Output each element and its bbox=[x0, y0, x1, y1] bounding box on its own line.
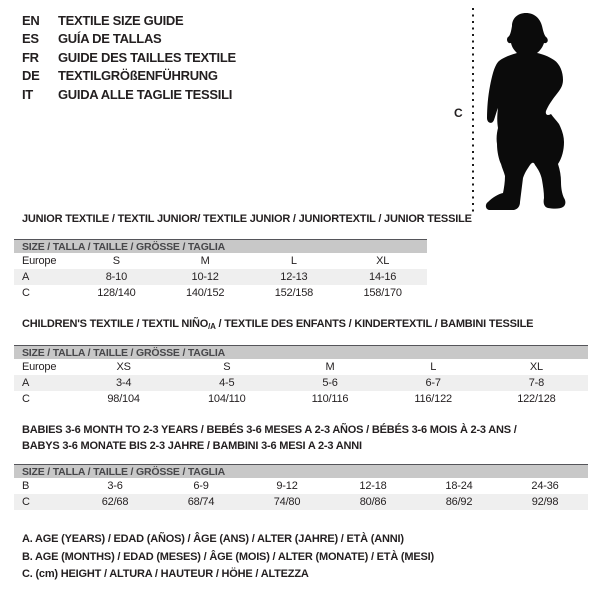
measure-c-label: C bbox=[454, 106, 463, 120]
size-cell: XL bbox=[376, 255, 390, 267]
babies-size-table: SIZE / TALLA / TAILLE / GRÖSSE / TAGLIA … bbox=[14, 464, 588, 510]
guide-title-de: TEXTILGRÖßENFÜHRUNG bbox=[58, 68, 218, 84]
row-label: C bbox=[22, 496, 30, 508]
value-cell: 6-7 bbox=[425, 377, 442, 389]
value-cell: 110/116 bbox=[311, 393, 349, 405]
row-label: A bbox=[22, 377, 30, 389]
value-cell: 6-9 bbox=[193, 480, 209, 492]
measurement-legend: A. AGE (YEARS) / EDAD (AÑOS) / ÂGE (ANS)… bbox=[22, 531, 434, 584]
size-header-band: SIZE / TALLA / TAILLE / GRÖSSE / TAGLIA bbox=[14, 239, 427, 253]
size-cell: L bbox=[430, 361, 437, 373]
lang-row-fr: FR GUIDE DES TAILLES TEXTILE bbox=[22, 48, 236, 67]
value-cell: 7-8 bbox=[528, 377, 545, 389]
value-cell: 14-16 bbox=[369, 271, 397, 283]
legend-line-c: C. (cm) HEIGHT / ALTURA / HAUTEUR / HÖHE… bbox=[22, 568, 309, 580]
guide-title-fr: GUIDE DES TAILLES TEXTILE bbox=[58, 49, 236, 65]
lang-row-de: DE TEXTILGRÖßENFÜHRUNG bbox=[22, 67, 236, 86]
value-cell: 140/152 bbox=[185, 287, 225, 299]
value-cell: 4-5 bbox=[219, 377, 235, 389]
table-row-height: C 62/68 68/74 74/80 80/86 86/92 92/98 bbox=[14, 494, 588, 510]
value-cell: 3-4 bbox=[115, 377, 132, 389]
row-label: C bbox=[22, 393, 30, 405]
guide-title-es: GUÍA DE TALLAS bbox=[58, 31, 162, 47]
children-title-part1: CHILDREN'S TEXTILE / TEXTIL NIÑO bbox=[22, 318, 209, 330]
legend-line-b: B. AGE (MONTHS) / EDAD (MESES) / ÂGE (MO… bbox=[22, 550, 434, 563]
value-cell: 9-12 bbox=[276, 480, 298, 492]
size-cell: L bbox=[290, 255, 297, 267]
size-cell: M bbox=[200, 255, 210, 267]
legend-line-a: A. AGE (YEARS) / EDAD (AÑOS) / ÂGE (ANS)… bbox=[22, 533, 404, 545]
value-cell: 152/158 bbox=[274, 287, 314, 299]
size-cell: M bbox=[325, 361, 335, 373]
row-label: Europe bbox=[22, 361, 57, 373]
table-row-age: A 3-4 4-5 5-6 6-7 7-8 bbox=[14, 375, 588, 391]
value-cell: 62/68 bbox=[101, 496, 129, 508]
value-cell: 12-18 bbox=[359, 480, 387, 492]
row-label: C bbox=[22, 287, 30, 299]
children-title-subscript: /A bbox=[208, 322, 216, 331]
babies-title-line2: BABYS 3-6 MONATE BIS 2-3 JAHRE / BAMBINI… bbox=[22, 439, 362, 452]
value-cell: 80/86 bbox=[359, 496, 387, 508]
value-cell: 68/74 bbox=[187, 496, 215, 508]
value-cell: 122/128 bbox=[517, 393, 556, 405]
lang-code: IT bbox=[22, 86, 33, 102]
size-cell: S bbox=[223, 361, 231, 373]
lang-code: FR bbox=[22, 49, 39, 65]
lang-code: ES bbox=[22, 31, 39, 47]
lang-code: EN bbox=[22, 12, 40, 28]
value-cell: 86/92 bbox=[445, 496, 473, 508]
size-cell: S bbox=[112, 255, 120, 267]
value-cell: 24-36 bbox=[531, 480, 559, 492]
language-title-block: EN TEXTILE SIZE GUIDE ES GUÍA DE TALLAS … bbox=[22, 11, 236, 104]
value-cell: 74/80 bbox=[273, 496, 301, 508]
value-cell: 3-6 bbox=[107, 480, 123, 492]
size-header-band: SIZE / TALLA / TAILLE / GRÖSSE / TAGLIA bbox=[14, 345, 588, 359]
value-cell: 10-12 bbox=[191, 271, 219, 283]
row-label: B bbox=[22, 480, 30, 492]
height-measure-dashed-line bbox=[472, 8, 474, 216]
value-cell: 98/104 bbox=[107, 393, 140, 405]
value-cell: 12-13 bbox=[280, 271, 308, 283]
lang-code: DE bbox=[22, 68, 40, 84]
value-cell: 158/170 bbox=[363, 287, 402, 299]
value-cell: 18-24 bbox=[445, 480, 473, 492]
row-label: A bbox=[22, 271, 30, 283]
value-cell: 104/110 bbox=[208, 393, 246, 405]
value-cell: 116/122 bbox=[414, 393, 452, 405]
value-cell: 8-10 bbox=[105, 271, 127, 283]
value-cell: 92/98 bbox=[531, 496, 559, 508]
guide-title-it: GUIDA ALLE TAGLIE TESSILI bbox=[58, 86, 233, 102]
size-cell: XL bbox=[529, 361, 543, 373]
children-size-table: SIZE / TALLA / TAILLE / GRÖSSE / TAGLIA … bbox=[14, 345, 588, 407]
table-row-europe: Europe S M L XL bbox=[14, 253, 427, 269]
table-row-europe: Europe XS S M L XL bbox=[14, 359, 588, 375]
table-row-age: A 8-10 10-12 12-13 14-16 bbox=[14, 269, 427, 285]
table-row-height: C 128/140 140/152 152/158 158/170 bbox=[14, 285, 427, 301]
children-title-part2: / TEXTILE DES ENFANTS / KINDERTEXTIL / B… bbox=[215, 318, 534, 330]
lang-row-es: ES GUÍA DE TALLAS bbox=[22, 30, 236, 49]
children-section-title: CHILDREN'S TEXTILE / TEXTIL NIÑO/A / TEX… bbox=[22, 318, 534, 331]
table-row-age-months: B 3-6 6-9 9-12 12-18 18-24 24-36 bbox=[14, 478, 588, 494]
value-cell: 5-6 bbox=[322, 377, 338, 389]
row-label: Europe bbox=[22, 255, 57, 267]
table-row-height: C 98/104 104/110 110/116 116/122 122/128 bbox=[14, 391, 588, 407]
baby-silhouette-icon bbox=[485, 13, 566, 210]
value-cell: 128/140 bbox=[97, 287, 136, 299]
size-header-band: SIZE / TALLA / TAILLE / GRÖSSE / TAGLIA bbox=[14, 464, 588, 478]
size-cell: XS bbox=[116, 361, 131, 373]
lang-row-en: EN TEXTILE SIZE GUIDE bbox=[22, 11, 236, 30]
guide-title-en: TEXTILE SIZE GUIDE bbox=[58, 12, 184, 28]
lang-row-it: IT GUIDA ALLE TAGLIE TESSILI bbox=[22, 85, 236, 104]
junior-section-title: JUNIOR TEXTILE / TEXTIL JUNIOR/ TEXTILE … bbox=[22, 213, 472, 225]
babies-section-title: BABIES 3-6 MONTH TO 2-3 YEARS / BEBÉS 3-… bbox=[22, 423, 517, 454]
babies-title-line1: BABIES 3-6 MONTH TO 2-3 YEARS / BEBÉS 3-… bbox=[22, 424, 517, 436]
junior-size-table: SIZE / TALLA / TAILLE / GRÖSSE / TAGLIA … bbox=[14, 239, 427, 301]
